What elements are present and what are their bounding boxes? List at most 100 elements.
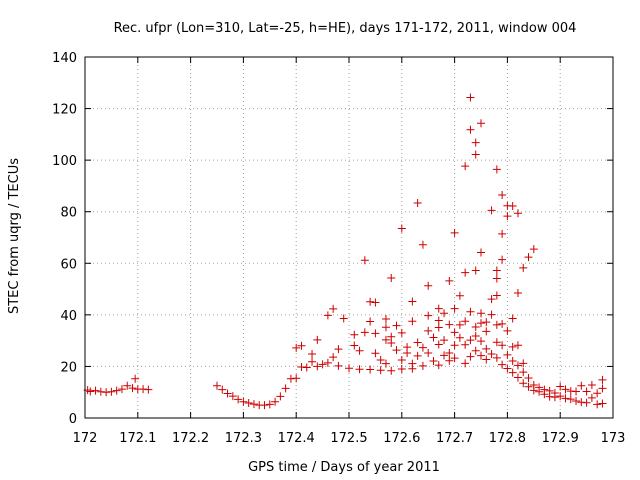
- y-tick-label: 40: [60, 309, 77, 324]
- data-point: [587, 393, 596, 402]
- data-point: [556, 382, 565, 391]
- data-point: [418, 240, 427, 249]
- data-point: [350, 341, 359, 350]
- y-axis-label: STEC from uqrg / TECUs: [7, 158, 22, 314]
- data-point: [487, 206, 496, 215]
- data-point: [434, 323, 443, 332]
- data-point: [492, 266, 501, 275]
- data-point: [381, 335, 390, 344]
- data-point: [503, 326, 512, 335]
- data-point: [471, 150, 480, 159]
- data-point: [540, 390, 549, 399]
- data-point: [350, 330, 359, 339]
- data-point: [498, 255, 507, 264]
- data-point: [508, 357, 517, 366]
- data-point: [376, 366, 385, 375]
- data-point: [413, 198, 422, 207]
- data-point: [450, 328, 459, 337]
- data-point: [482, 355, 491, 364]
- data-point: [413, 338, 422, 347]
- data-point: [461, 317, 470, 326]
- data-point: [508, 314, 517, 323]
- data-point: [445, 276, 454, 285]
- data-point: [466, 125, 475, 134]
- data-point: [276, 392, 285, 401]
- data-point: [91, 386, 100, 395]
- data-point: [503, 350, 512, 359]
- data-point: [323, 311, 332, 320]
- x-axis-ticks: 172 172.1 172.2 172.3 172.4 172.5 172.6 172.7 17…: [73, 57, 625, 446]
- data-point: [403, 349, 412, 358]
- data-point: [461, 359, 470, 368]
- data-point: [434, 316, 443, 325]
- data-point: [561, 394, 570, 403]
- x-tick-label: 172.5: [330, 431, 367, 446]
- data-point: [492, 291, 501, 300]
- data-point: [498, 341, 507, 350]
- data-point: [131, 374, 140, 383]
- data-point: [492, 274, 501, 283]
- data-point: [371, 329, 380, 338]
- data-point: [381, 323, 390, 332]
- data-point: [498, 360, 507, 369]
- data-point: [387, 338, 396, 347]
- data-point: [582, 398, 591, 407]
- data-point: [392, 321, 401, 330]
- data-point: [593, 400, 602, 409]
- y-tick-label: 80: [60, 206, 77, 221]
- data-point: [477, 119, 485, 128]
- data-point: [366, 365, 375, 374]
- data-point: [466, 307, 475, 316]
- y-tick-label: 100: [52, 154, 77, 169]
- grid-lines: [85, 57, 613, 418]
- data-point: [477, 351, 485, 360]
- data-point: [418, 343, 427, 352]
- data-point: [461, 268, 470, 277]
- data-point: [477, 309, 485, 318]
- data-point: [128, 384, 137, 393]
- data-point: [519, 379, 528, 388]
- data-point: [492, 320, 501, 329]
- y-tick-label: 140: [52, 51, 77, 66]
- data-point: [477, 337, 485, 346]
- data-point: [519, 368, 528, 377]
- data-point: [482, 327, 491, 336]
- data-point: [107, 387, 116, 396]
- data-point: [577, 381, 586, 390]
- data-point: [572, 396, 581, 405]
- data-point: [424, 326, 433, 335]
- data-point: [102, 388, 111, 397]
- data-point: [450, 341, 459, 350]
- data-point: [529, 386, 538, 395]
- data-point: [397, 355, 406, 364]
- data-point: [376, 355, 385, 364]
- data-point: [112, 386, 121, 395]
- data-point: [471, 346, 480, 355]
- y-axis-ticks: 0 20 40 60 80 100 120 140: [52, 51, 613, 427]
- data-point: [371, 349, 380, 358]
- data-point: [434, 340, 443, 349]
- data-point: [455, 320, 464, 329]
- data-point: [482, 344, 491, 353]
- data-point: [260, 401, 269, 410]
- data-point: [397, 328, 406, 337]
- data-point: [329, 304, 338, 313]
- data-point: [471, 332, 480, 341]
- x-tick-label: 172.7: [436, 431, 473, 446]
- data-point: [498, 229, 507, 238]
- data-point: [424, 349, 433, 358]
- plot-frame: [84, 56, 614, 419]
- data-point: [249, 400, 258, 409]
- data-point: [455, 291, 464, 300]
- data-point: [413, 351, 422, 360]
- data-point: [397, 365, 406, 374]
- data-point: [408, 364, 417, 373]
- data-point: [213, 381, 221, 390]
- data-point: [308, 350, 317, 359]
- x-tick-label: 172.8: [489, 431, 526, 446]
- data-point: [598, 375, 607, 384]
- data-point: [561, 385, 570, 394]
- data-point: [513, 373, 522, 382]
- data-point: [408, 317, 417, 326]
- data-point: [487, 310, 496, 319]
